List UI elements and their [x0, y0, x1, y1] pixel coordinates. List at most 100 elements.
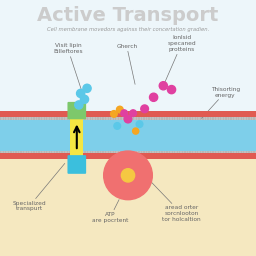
FancyBboxPatch shape: [102, 117, 104, 153]
Circle shape: [167, 86, 176, 94]
FancyBboxPatch shape: [70, 105, 83, 161]
FancyBboxPatch shape: [18, 117, 19, 153]
FancyBboxPatch shape: [108, 117, 109, 153]
Circle shape: [111, 111, 117, 117]
FancyBboxPatch shape: [33, 117, 35, 153]
FancyBboxPatch shape: [187, 117, 188, 153]
FancyBboxPatch shape: [179, 117, 180, 153]
FancyBboxPatch shape: [233, 117, 234, 153]
FancyBboxPatch shape: [115, 117, 116, 153]
FancyBboxPatch shape: [215, 117, 216, 153]
FancyBboxPatch shape: [136, 117, 137, 153]
FancyBboxPatch shape: [141, 117, 142, 153]
Circle shape: [83, 84, 91, 92]
FancyBboxPatch shape: [61, 117, 63, 153]
FancyBboxPatch shape: [148, 117, 150, 153]
FancyBboxPatch shape: [125, 117, 127, 153]
Circle shape: [136, 121, 143, 127]
FancyBboxPatch shape: [0, 111, 256, 159]
FancyBboxPatch shape: [154, 117, 155, 153]
Circle shape: [77, 89, 85, 98]
FancyBboxPatch shape: [20, 117, 22, 153]
FancyBboxPatch shape: [0, 111, 256, 117]
FancyBboxPatch shape: [64, 117, 65, 153]
FancyBboxPatch shape: [230, 117, 232, 153]
Text: Gherch: Gherch: [116, 44, 137, 84]
FancyBboxPatch shape: [174, 117, 175, 153]
FancyBboxPatch shape: [138, 117, 140, 153]
FancyBboxPatch shape: [92, 117, 93, 153]
FancyBboxPatch shape: [23, 117, 24, 153]
FancyBboxPatch shape: [251, 117, 252, 153]
Circle shape: [133, 128, 139, 134]
Circle shape: [141, 105, 148, 113]
FancyBboxPatch shape: [82, 117, 83, 153]
FancyBboxPatch shape: [0, 120, 256, 151]
FancyBboxPatch shape: [0, 0, 256, 111]
FancyBboxPatch shape: [41, 117, 42, 153]
FancyBboxPatch shape: [169, 117, 170, 153]
FancyBboxPatch shape: [54, 117, 55, 153]
FancyBboxPatch shape: [44, 117, 45, 153]
FancyBboxPatch shape: [236, 117, 237, 153]
FancyBboxPatch shape: [69, 117, 70, 153]
FancyBboxPatch shape: [77, 117, 78, 153]
FancyBboxPatch shape: [113, 117, 114, 153]
Text: Visit lipin
Billeftores: Visit lipin Billeftores: [53, 43, 84, 97]
FancyBboxPatch shape: [151, 117, 152, 153]
FancyBboxPatch shape: [177, 117, 178, 153]
Text: Active Transport: Active Transport: [37, 6, 219, 25]
FancyBboxPatch shape: [105, 117, 106, 153]
Text: Ionlsid
specaned
protteins: Ionlsid specaned protteins: [164, 35, 196, 83]
FancyBboxPatch shape: [156, 117, 157, 153]
FancyBboxPatch shape: [10, 117, 12, 153]
FancyBboxPatch shape: [205, 117, 206, 153]
FancyBboxPatch shape: [90, 117, 91, 153]
FancyBboxPatch shape: [0, 153, 256, 159]
FancyBboxPatch shape: [49, 117, 50, 153]
FancyBboxPatch shape: [110, 117, 111, 153]
FancyBboxPatch shape: [56, 117, 58, 153]
FancyBboxPatch shape: [166, 117, 168, 153]
Circle shape: [124, 115, 132, 123]
FancyBboxPatch shape: [123, 117, 124, 153]
FancyBboxPatch shape: [67, 117, 68, 153]
FancyBboxPatch shape: [51, 117, 52, 153]
Circle shape: [130, 110, 136, 116]
FancyBboxPatch shape: [100, 117, 101, 153]
Circle shape: [104, 151, 152, 200]
FancyBboxPatch shape: [15, 117, 17, 153]
FancyBboxPatch shape: [59, 117, 60, 153]
FancyBboxPatch shape: [246, 117, 247, 153]
FancyBboxPatch shape: [248, 117, 250, 153]
FancyBboxPatch shape: [97, 117, 99, 153]
FancyBboxPatch shape: [72, 117, 73, 153]
Text: ATP
are pocrtent: ATP are pocrtent: [92, 200, 128, 223]
FancyBboxPatch shape: [3, 117, 4, 153]
FancyBboxPatch shape: [243, 117, 244, 153]
FancyBboxPatch shape: [220, 117, 221, 153]
FancyBboxPatch shape: [146, 117, 147, 153]
Text: Cell membrane movedors againss their concertation gradien.: Cell membrane movedors againss their con…: [47, 27, 209, 32]
FancyBboxPatch shape: [192, 117, 193, 153]
Text: Thisorting
energy: Thisorting energy: [201, 87, 240, 118]
FancyBboxPatch shape: [133, 117, 134, 153]
FancyBboxPatch shape: [202, 117, 204, 153]
FancyBboxPatch shape: [67, 155, 86, 174]
FancyBboxPatch shape: [164, 117, 165, 153]
FancyBboxPatch shape: [200, 117, 201, 153]
FancyBboxPatch shape: [225, 117, 227, 153]
FancyBboxPatch shape: [223, 117, 224, 153]
Text: aread orter
sorcnlooton
tor holcaltion: aread orter sorcnlooton tor holcaltion: [152, 183, 201, 222]
FancyBboxPatch shape: [0, 159, 256, 256]
FancyBboxPatch shape: [95, 117, 96, 153]
FancyBboxPatch shape: [238, 117, 239, 153]
FancyBboxPatch shape: [212, 117, 214, 153]
FancyBboxPatch shape: [36, 117, 37, 153]
FancyBboxPatch shape: [184, 117, 186, 153]
FancyBboxPatch shape: [38, 117, 40, 153]
FancyBboxPatch shape: [207, 117, 209, 153]
FancyBboxPatch shape: [67, 102, 86, 119]
Text: Specialized
transpurt: Specialized transpurt: [13, 163, 65, 211]
FancyBboxPatch shape: [87, 117, 88, 153]
